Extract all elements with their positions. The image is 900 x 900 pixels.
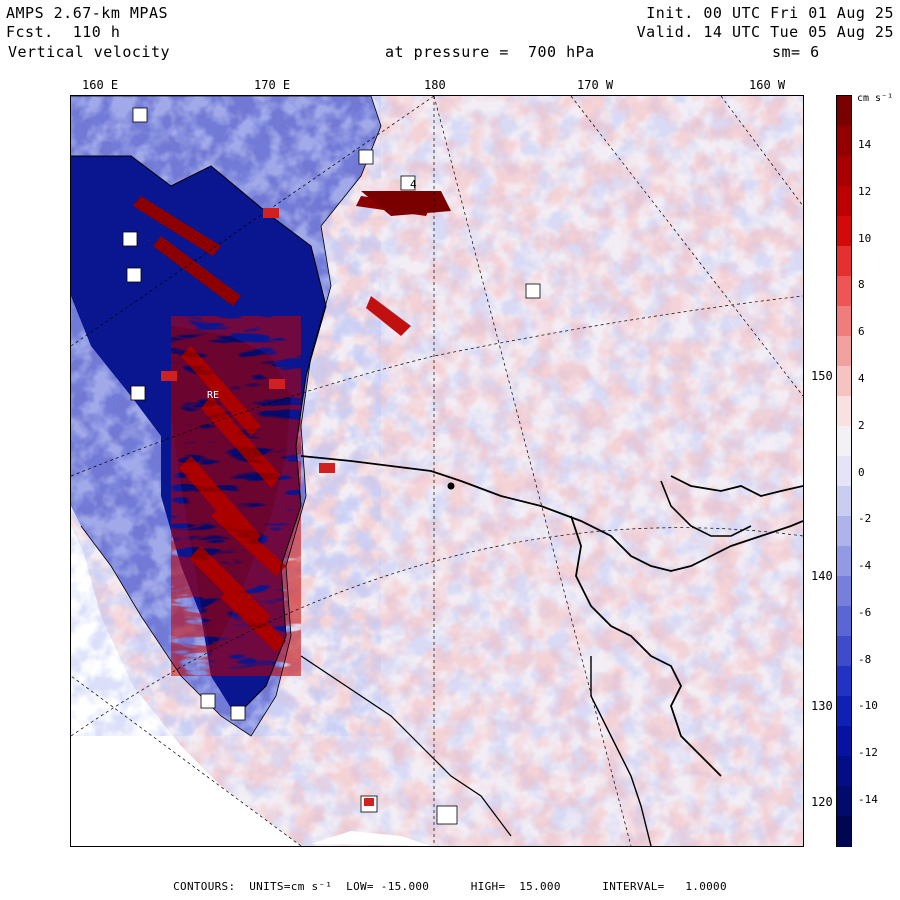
smoothing-value: sm= 6: [772, 43, 820, 61]
colorbar: [836, 95, 852, 847]
colorbar-segment: [837, 606, 851, 637]
colorbar-tick-label: 10: [858, 231, 872, 245]
map-canvas: 4 RE: [71, 96, 803, 846]
colorbar-segment: [837, 726, 851, 757]
colorbar-segment: [837, 366, 851, 397]
colorbar-segment: [837, 186, 851, 217]
colorbar-segment: [837, 426, 851, 457]
lon-label-160e: 160 E: [82, 78, 119, 92]
colorbar-segment: [837, 246, 851, 277]
colorbar-tick-label: 8: [858, 278, 865, 292]
colorbar-tick-label: -14: [858, 793, 878, 806]
colorbar-tick-label: -6: [858, 605, 872, 619]
model-title: AMPS 2.67-km MPAS: [6, 4, 169, 22]
colorbar-segment: [837, 336, 851, 367]
init-time: Init. 00 UTC Fri 01 Aug 25: [646, 4, 894, 22]
colorbar-segment: [837, 816, 851, 847]
colorbar-tick-label: -4: [858, 559, 872, 573]
colorbar-tick-label: -2: [858, 512, 872, 526]
colorbar-segment: [837, 216, 851, 247]
lon-label-180: 180: [424, 78, 446, 92]
colorbar-segment: [837, 576, 851, 607]
forecast-hour: Fcst. 110 h: [6, 23, 121, 41]
colorbar-segment: [837, 456, 851, 487]
vertical-velocity-map: 4 RE: [70, 95, 804, 847]
pressure-level: at pressure = 700 hPa: [385, 43, 595, 61]
colorbar-segment: [837, 696, 851, 727]
colorbar-segment: [837, 666, 851, 697]
field-name: Vertical velocity: [8, 43, 171, 61]
lon-label-170e: 170 E: [254, 78, 291, 92]
colorbar-segment: [837, 126, 851, 157]
contour-info-footer: CONTOURS: UNITS=cm s⁻¹ LOW= -15.000 HIGH…: [173, 880, 727, 893]
colorbar-segment: [837, 486, 851, 517]
colorbar-tick-label: -10: [858, 699, 878, 713]
colorbar-segment: [837, 306, 851, 337]
colorbar-tick-label: 4: [858, 371, 865, 385]
colorbar-tick-label: 12: [858, 184, 872, 198]
colorbar-segment: [837, 396, 851, 427]
colorbar-tick-label: -12: [858, 746, 878, 760]
colorbar-segment: [837, 786, 851, 817]
colorbar-segment: [837, 96, 851, 127]
station-dot: [447, 482, 455, 490]
valid-time: Valid. 14 UTC Tue 05 Aug 25: [636, 23, 894, 41]
colorbar-segment: [837, 516, 851, 547]
colorbar-units: cm s⁻¹: [857, 93, 894, 104]
colorbar-tick-label: 6: [858, 325, 865, 339]
lon-label-160w: 160 W: [749, 78, 786, 92]
colorbar-segment: [837, 636, 851, 667]
colorbar-tick-label: 0: [858, 465, 865, 479]
lon-label-170w: 170 W: [577, 78, 614, 92]
box-label: 4: [410, 178, 417, 191]
station-label: RE: [207, 390, 219, 401]
colorbar-tick-label: -8: [858, 652, 872, 666]
colorbar-segment: [837, 756, 851, 787]
colorbar-segment: [837, 156, 851, 187]
colorbar-tick-label: 14: [858, 138, 872, 151]
colorbar-tick-label: 2: [858, 418, 865, 432]
colorbar-segment: [837, 276, 851, 307]
colorbar-segment: [837, 546, 851, 577]
